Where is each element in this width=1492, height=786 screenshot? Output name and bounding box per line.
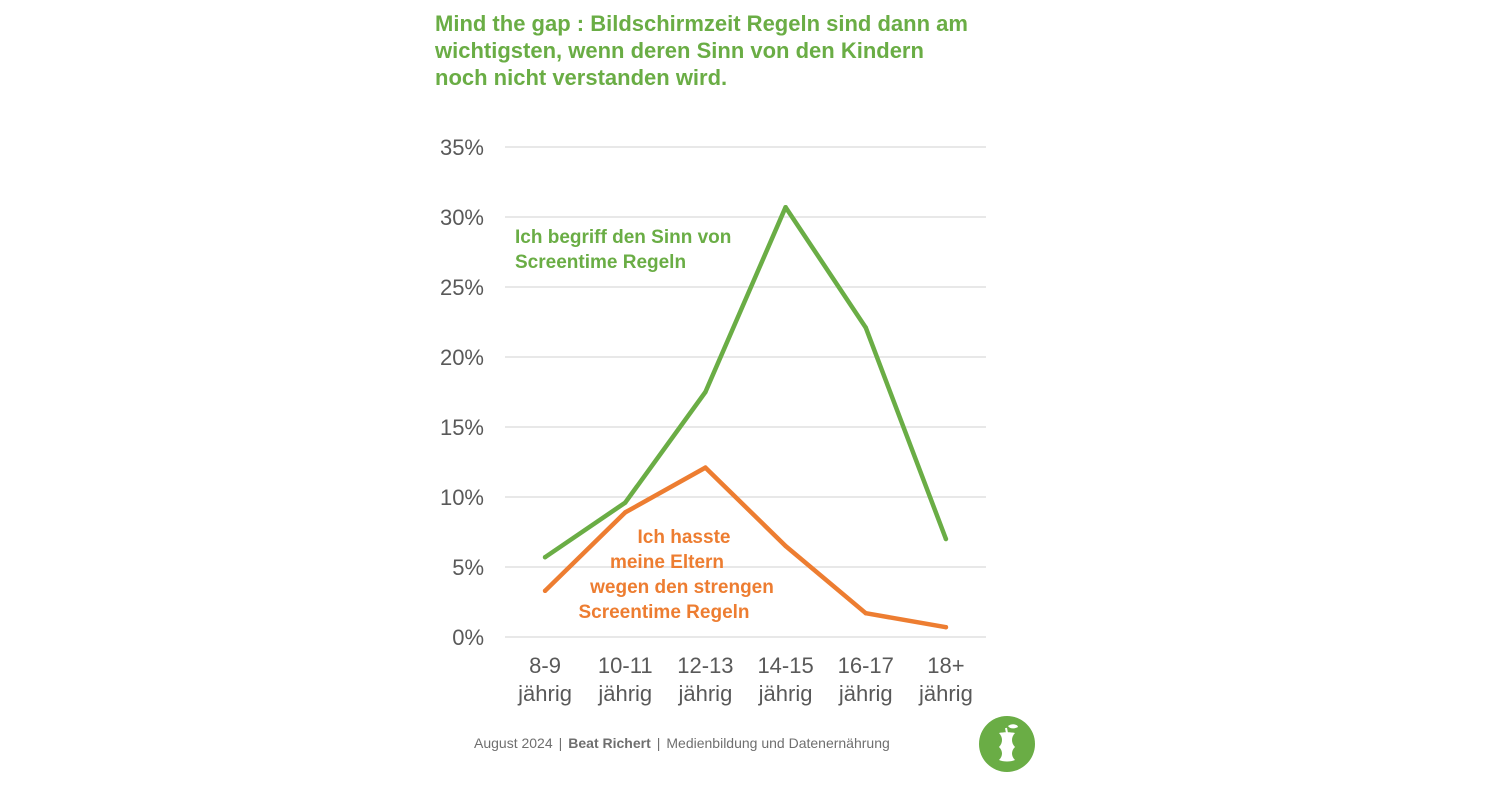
x-tick-label: 8-9 jährig <box>517 653 572 706</box>
series-annotation-2: Ich hasste meine Eltern wegen den strengen… <box>578 527 773 623</box>
x-tick-label: 16-17 jährig <box>838 653 894 706</box>
y-tick-label: 30% <box>440 205 484 230</box>
series-annotation-1: Ich begriff den Sinn von Screentime Regel… <box>515 227 731 273</box>
y-tick-label: 0% <box>452 625 484 650</box>
data-point <box>542 555 548 560</box>
data-point <box>703 465 708 470</box>
data-point <box>623 500 628 505</box>
footer-org: Medienbildung und Datenernährung <box>666 735 890 751</box>
data-point <box>783 543 788 549</box>
data-point <box>863 325 868 330</box>
y-tick-label: 15% <box>440 415 484 440</box>
x-tick-label: 18+ jährig <box>918 653 973 706</box>
y-tick-label: 25% <box>440 275 484 300</box>
data-point <box>542 588 548 593</box>
data-point <box>623 510 628 515</box>
footer: August 2024 | Beat Richert | Medienbildung u… <box>474 735 890 751</box>
footer-separator: | <box>558 735 563 751</box>
series-line-1 <box>542 204 949 560</box>
data-point <box>943 625 949 630</box>
y-tick-label: 10% <box>440 485 484 510</box>
x-tick-label: 12-13 jährig <box>677 653 733 706</box>
series-line-2 <box>542 465 949 630</box>
footer-author: Beat Richert <box>568 735 651 751</box>
footer-separator: | <box>656 735 661 751</box>
apple-core-icon <box>979 716 1035 772</box>
y-tick-label: 35% <box>440 135 484 160</box>
footer-date: August 2024 <box>474 735 553 751</box>
y-tick-label: 20% <box>440 345 484 370</box>
chart-title: Mind the gap : Bildschirmzeit Regeln sin… <box>435 11 968 90</box>
data-point <box>783 205 788 210</box>
data-point <box>943 536 949 542</box>
x-tick-label: 10-11 jährig <box>597 653 652 706</box>
x-tick-label: 14-15 jährig <box>757 653 813 706</box>
y-tick-label: 5% <box>452 555 484 580</box>
data-point <box>863 611 868 616</box>
data-point <box>703 389 708 395</box>
